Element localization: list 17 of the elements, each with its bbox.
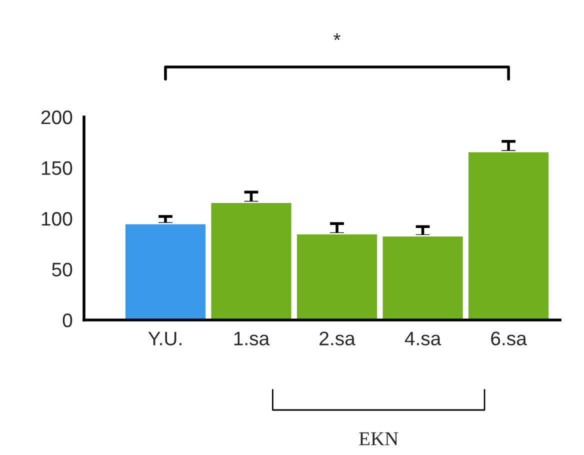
y-tick-label: 100 [42, 212, 72, 226]
text: * [334, 33, 340, 40]
x-tick-label: 6.sa [491, 332, 527, 346]
bar [124, 222, 207, 320]
bar [467, 150, 550, 320]
y-tick-label: 50 [52, 262, 72, 276]
y-tick-label: 0 [62, 313, 72, 328]
x-tick-label: 2.sa [320, 332, 356, 346]
bar [381, 235, 464, 320]
text: EKN [359, 432, 398, 446]
y-tick-label: 200 [41, 110, 72, 124]
bar [210, 202, 293, 320]
x-tick-label: Y.U. [148, 332, 182, 346]
bar [296, 233, 378, 320]
x-tick-label: 4.sa [404, 332, 442, 346]
y-tick-label: 150 [42, 161, 72, 175]
x-tick-label: 1.sa [234, 332, 270, 346]
